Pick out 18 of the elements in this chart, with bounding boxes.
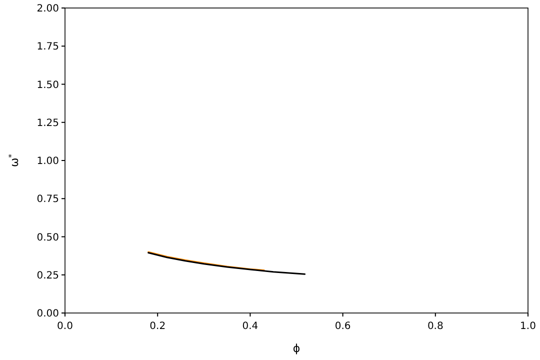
x-axis-title: ϕ xyxy=(292,342,300,355)
y-tick-label: 1.25 xyxy=(36,118,59,129)
x-tick-label: 0.8 xyxy=(427,321,444,332)
y-tick-label: 0.00 xyxy=(36,308,59,320)
y-tick-label: 1.75 xyxy=(36,42,59,53)
x-tick-label: 0.6 xyxy=(334,321,351,332)
x-tick-label: 1.0 xyxy=(520,321,536,332)
y-tick-label: 1.00 xyxy=(36,156,59,167)
x-tick-label: 0.2 xyxy=(150,321,166,332)
line-series xyxy=(148,251,265,272)
y-tick-label: 2.00 xyxy=(36,4,59,14)
x-tick-label: 0.0 xyxy=(57,321,73,332)
y-tick-label: 0.25 xyxy=(36,270,59,282)
y-tick-label: 0.75 xyxy=(36,194,59,206)
line-series xyxy=(148,252,306,275)
y-tick-label: 1.50 xyxy=(36,80,59,91)
x-tick-label: 0.4 xyxy=(242,321,258,332)
y-tick-label: 0.50 xyxy=(36,232,59,244)
